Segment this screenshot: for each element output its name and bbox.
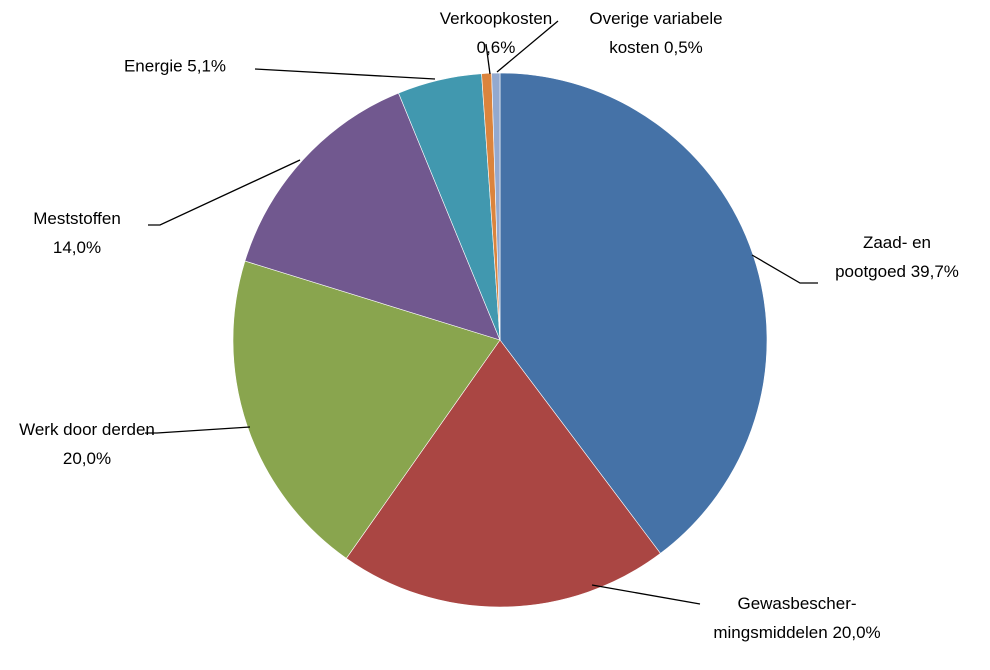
slice-label: Verkoopkosten 0,6%	[426, 4, 566, 62]
value-label: 0,6%	[476, 38, 516, 57]
leader-line	[148, 159, 301, 226]
leader-line	[145, 426, 251, 434]
value-label: 20,0%	[62, 449, 112, 468]
pie-slice	[232, 260, 501, 559]
category-name: Energie	[123, 56, 183, 76]
leader-line	[591, 584, 701, 605]
value-label: 5,1%	[187, 56, 227, 76]
slice-label: Werk door derden 20,0%	[12, 415, 162, 473]
category-name: Overige variabele kosten	[589, 9, 723, 57]
category-name: Gewasbescher-mingsmiddelen	[713, 594, 857, 642]
pie-slice	[345, 339, 661, 608]
value-label: 0,5%	[664, 38, 703, 57]
leader-line	[485, 43, 491, 75]
leader-line	[496, 20, 559, 73]
pie-slice	[491, 72, 501, 341]
category-name: Meststoffen	[33, 209, 121, 228]
slice-label: Energie 5,1%	[65, 52, 285, 81]
value-label: 20,0%	[832, 623, 881, 642]
category-name: Zaad- en pootgoed	[835, 233, 932, 281]
value-label: 39,7%	[910, 262, 959, 281]
category-name: Verkoopkosten	[439, 9, 553, 28]
leader-line	[254, 68, 436, 80]
slice-label: Zaad- en pootgoed 39,7%	[832, 228, 962, 286]
pie-slice	[244, 92, 501, 341]
category-name: Werk door derden	[19, 420, 155, 439]
leader-line	[751, 254, 818, 284]
slice-label: Meststoffen 14,0%	[7, 204, 147, 262]
value-label: 14,0%	[52, 238, 102, 257]
slice-label: Overige variabele kosten 0,5%	[566, 4, 746, 62]
slice-label: Gewasbescher-mingsmiddelen 20,0%	[707, 589, 887, 647]
